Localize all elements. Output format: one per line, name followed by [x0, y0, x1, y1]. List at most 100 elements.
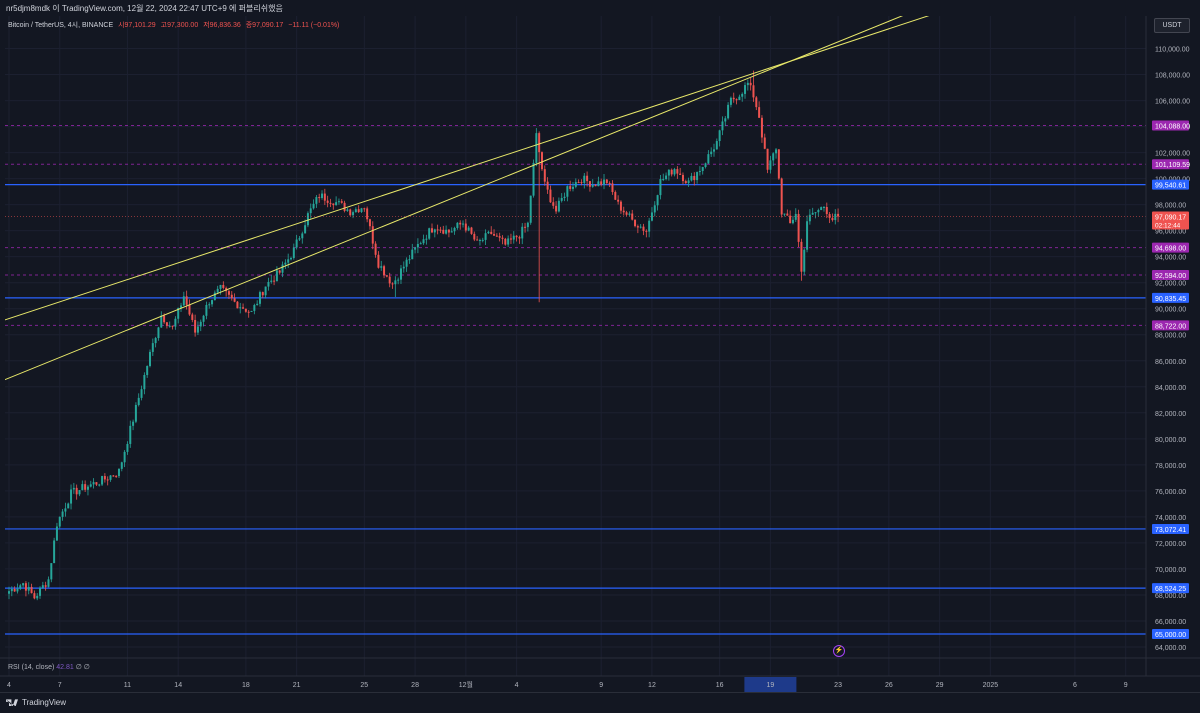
candle-body: [208, 304, 211, 306]
candle-body: [321, 193, 324, 198]
candle-body: [518, 237, 521, 239]
candle-body: [797, 213, 800, 242]
candle-body: [529, 195, 532, 223]
candle-body: [755, 97, 758, 108]
x-tick-label: 25: [360, 682, 368, 689]
candle-body: [687, 180, 690, 184]
candle-body: [247, 311, 250, 313]
candle-body: [199, 321, 202, 327]
y-tick-label: 74,000.00: [1155, 515, 1186, 522]
price-axis-bg: [1146, 16, 1200, 676]
candle-body: [318, 197, 321, 199]
candle-body: [253, 305, 256, 311]
low-value: 저96,836.36: [203, 22, 241, 29]
candle-body: [103, 476, 106, 480]
price-level-label: 104,088.00: [1155, 123, 1190, 130]
candle-body: [191, 314, 194, 320]
x-tick-label: 26: [885, 682, 893, 689]
candle-body: [648, 220, 651, 232]
candle-body: [445, 229, 448, 234]
tradingview-logo[interactable]: TradingView: [6, 698, 66, 707]
candle-body: [495, 235, 498, 237]
candle-body: [639, 226, 642, 228]
rsi-legend[interactable]: RSI (14, close) 42.81 ∅ ∅: [8, 663, 90, 671]
candle-body: [140, 389, 143, 398]
y-tick-label: 102,000.00: [1155, 151, 1190, 158]
candle-body: [236, 301, 239, 309]
candle-body: [227, 291, 230, 295]
candle-body: [273, 280, 276, 282]
candle-body: [261, 292, 264, 296]
candle-body: [222, 284, 225, 288]
candle-body: [780, 178, 783, 215]
candle-body: [707, 154, 710, 164]
candle-body: [196, 326, 199, 333]
candle-body: [684, 181, 687, 184]
candle-body: [569, 186, 572, 189]
candle-body: [233, 298, 236, 302]
candle-body: [476, 239, 479, 241]
candle-body: [258, 292, 261, 304]
candle-body: [786, 213, 789, 216]
candle-body: [636, 226, 639, 228]
brand-name: TradingView: [22, 698, 67, 707]
candle-body: [676, 169, 679, 174]
y-tick-label: 94,000.00: [1155, 255, 1186, 262]
candle-body: [30, 586, 33, 594]
symbol-legend: Bitcoin / TetherUS, 4시, BINANCE 시97,101.…: [8, 20, 342, 30]
candle-body: [831, 217, 834, 221]
candle-body: [275, 270, 278, 282]
price-level-badge: [1152, 523, 1189, 534]
candle-body: [738, 96, 741, 100]
candle-body: [775, 149, 778, 154]
open-value: 시97,101.29: [118, 22, 156, 29]
candle-body: [47, 579, 50, 587]
currency-button[interactable]: USDT: [1154, 18, 1190, 33]
price-level-label: 94,698.00: [1155, 246, 1186, 253]
candle-body: [185, 296, 188, 305]
candle-body: [244, 308, 247, 312]
trendlines: [5, 16, 930, 381]
y-tick-label: 68,000.00: [1155, 593, 1186, 600]
candle-body: [267, 281, 270, 287]
candle-body: [78, 490, 81, 495]
last-price-badge: [1152, 211, 1189, 230]
candle-body: [64, 508, 67, 512]
y-tick-label: 86,000.00: [1155, 359, 1186, 366]
candle-body: [484, 233, 487, 240]
candle-body: [329, 202, 332, 204]
candle-body: [837, 213, 840, 217]
symbol-title[interactable]: Bitcoin / TetherUS, 4시, BINANCE: [8, 22, 114, 29]
x-tick-label: 7: [58, 682, 62, 689]
candle-body: [256, 303, 259, 306]
candle-body: [729, 97, 732, 105]
x-tick-label: 14: [174, 682, 182, 689]
candle-body: [168, 325, 171, 327]
candle-body: [416, 243, 419, 248]
candle-body: [507, 238, 510, 245]
x-tick-label: 16: [716, 682, 724, 689]
candle-body: [662, 179, 665, 181]
candle-body: [343, 202, 346, 211]
candle-body: [515, 235, 518, 238]
candle-body: [371, 226, 374, 244]
candle-body: [309, 208, 312, 214]
candle-body: [577, 182, 580, 184]
candle-body: [800, 241, 803, 272]
candle-body: [182, 296, 185, 306]
candle-body: [783, 213, 786, 215]
candle-body: [608, 183, 611, 185]
candle-body: [478, 239, 481, 241]
candle-body: [58, 516, 61, 527]
candle-body: [701, 167, 704, 172]
candle-body: [154, 338, 157, 344]
lightning-icon[interactable]: ⚡: [833, 645, 845, 657]
x-tick-label: 11: [124, 682, 131, 689]
candle-body: [377, 254, 380, 268]
candle-body: [808, 214, 811, 222]
x-tick-label: 23: [834, 682, 842, 689]
candle-body: [433, 229, 436, 233]
candle-body: [741, 93, 744, 97]
candle-body: [13, 588, 16, 592]
